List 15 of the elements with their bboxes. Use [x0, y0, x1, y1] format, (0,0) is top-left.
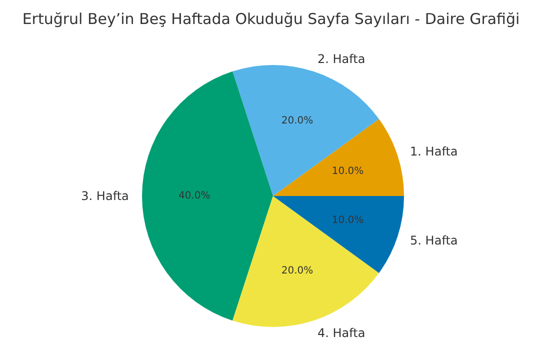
slice-label: 4. Hafta: [318, 326, 366, 340]
data-label: 20.0%: [281, 116, 314, 127]
data-label: 10.0%: [332, 166, 364, 178]
slice-label: 3. Hafta: [81, 189, 129, 203]
chart-title: Ertuğrul Bey’in Beş Haftada Okuduğu Sayfa Sayıları - Daire Grafiği: [21, 10, 521, 28]
data-label: 40.0%: [178, 190, 210, 202]
data-label: 10.0%: [332, 214, 364, 226]
pie-slice: [273, 196, 404, 273]
slice-label: 2. Hafta: [318, 52, 366, 66]
pie-slice: [142, 71, 273, 321]
pie-slice: [232, 65, 379, 196]
slice-label: 1. Hafta: [410, 144, 458, 158]
pie-slice: [232, 196, 379, 327]
data-label: 20.0%: [281, 265, 314, 276]
slice-label: 5. Hafta: [410, 234, 458, 248]
